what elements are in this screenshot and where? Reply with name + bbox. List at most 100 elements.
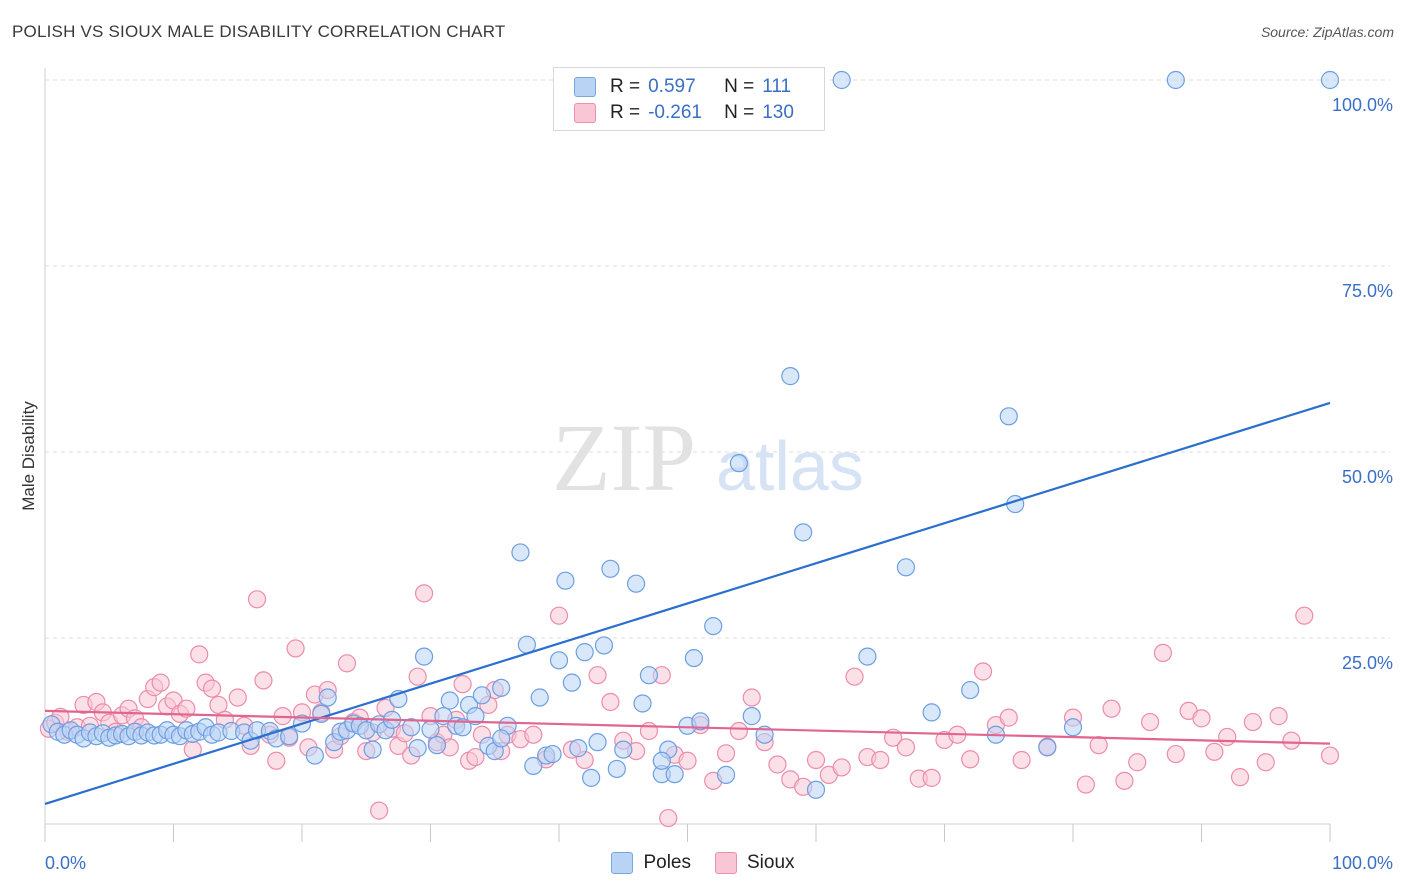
data-point — [1243, 712, 1263, 732]
data-point — [716, 744, 736, 763]
y-axis-label: Male Disability — [19, 401, 38, 511]
data-point — [999, 708, 1018, 727]
data-point — [781, 367, 800, 386]
data-point — [414, 647, 434, 666]
data-point — [858, 647, 877, 666]
data-point — [440, 691, 459, 710]
data-point — [1089, 736, 1108, 755]
data-point — [678, 751, 697, 770]
data-point — [704, 616, 723, 636]
legend-row-poles: R = 0.597 N = 111 — [574, 74, 791, 100]
legend-swatch-poles — [611, 852, 634, 874]
data-point — [1295, 606, 1314, 625]
data-point — [247, 590, 267, 609]
data-point — [466, 707, 485, 726]
legend-label-poles: Poles — [643, 852, 691, 873]
data-point — [1140, 712, 1160, 732]
data-point — [633, 694, 652, 713]
legend-r-value: -0.261 — [648, 102, 702, 123]
data-point — [408, 739, 427, 758]
sioux-points — [39, 584, 1340, 828]
data-point — [684, 648, 704, 668]
data-point — [453, 718, 472, 737]
data-point — [549, 651, 569, 670]
legend-swatch-sioux — [715, 852, 737, 874]
legend-item-poles[interactable]: Poles — [611, 852, 691, 874]
data-point — [742, 707, 761, 726]
data-point — [427, 736, 447, 755]
data-point — [832, 758, 851, 777]
data-point — [582, 768, 601, 787]
legend-n-label: N = — [724, 76, 755, 97]
trend-lines — [44, 401, 1331, 805]
data-point — [492, 729, 511, 748]
data-point — [543, 744, 562, 764]
data-point — [755, 725, 774, 744]
data-point — [607, 759, 626, 779]
legend-n-value: 111 — [762, 76, 792, 97]
data-point — [896, 558, 916, 577]
chart-title: POLISH VS SIOUX MALE DISABILITY CORRELAT… — [12, 22, 506, 41]
data-point — [524, 725, 543, 744]
legend-swatch-sioux — [574, 103, 596, 123]
y-tick-label: 100.0% — [1332, 95, 1393, 115]
data-point — [151, 673, 170, 692]
data-point — [896, 738, 916, 757]
data-point — [562, 673, 581, 692]
legend-r-value: 0.597 — [648, 76, 696, 97]
data-point — [575, 643, 594, 662]
data-point — [569, 739, 588, 758]
data-point — [716, 765, 736, 784]
data-point — [549, 606, 569, 625]
data-point — [466, 747, 485, 767]
data-point — [961, 750, 980, 769]
data-point — [1166, 744, 1185, 764]
data-point — [363, 740, 382, 759]
legend-n-label: N = — [724, 102, 755, 123]
data-point — [402, 718, 421, 737]
data-point — [588, 733, 607, 752]
data-point — [806, 780, 826, 799]
data-point — [768, 755, 787, 774]
x-ticks — [44, 824, 1331, 842]
data-point — [421, 720, 440, 739]
data-point — [626, 574, 646, 593]
data-point — [1012, 750, 1031, 770]
data-point — [228, 688, 247, 707]
data-point — [1153, 643, 1173, 662]
data-point — [1128, 753, 1147, 772]
y-tick-label: 25.0% — [1342, 653, 1393, 673]
legend-r-label: R = — [610, 76, 641, 97]
data-point — [511, 543, 530, 562]
data-point — [871, 750, 890, 770]
data-point — [1282, 731, 1301, 750]
data-point — [665, 765, 684, 784]
sioux-trend-line — [44, 709, 1331, 745]
data-point — [845, 667, 864, 686]
data-point — [190, 645, 209, 664]
legend-n-value: 130 — [762, 102, 794, 123]
y-tick-labels: 25.0% 50.0% 75.0% 100.0% — [1332, 95, 1393, 673]
watermark-zip: ZIP — [552, 404, 696, 511]
legend-swatch-poles — [574, 77, 596, 97]
data-point — [794, 523, 813, 542]
data-point — [556, 571, 575, 590]
data-point — [530, 688, 549, 707]
data-point — [691, 712, 710, 731]
gridlines — [45, 79, 1390, 639]
data-point — [337, 654, 357, 673]
data-point — [961, 680, 980, 700]
data-point — [318, 688, 337, 707]
data-point — [254, 671, 273, 690]
data-point — [614, 740, 633, 759]
data-point — [832, 70, 851, 90]
data-point — [1192, 709, 1211, 728]
data-point — [408, 667, 427, 686]
data-point — [742, 688, 761, 707]
data-point — [922, 768, 941, 787]
legend-item-sioux[interactable]: Sioux — [715, 852, 795, 874]
data-point — [601, 692, 620, 712]
x-tick-label-max: 100.0% — [1332, 853, 1393, 873]
data-point — [267, 751, 286, 770]
